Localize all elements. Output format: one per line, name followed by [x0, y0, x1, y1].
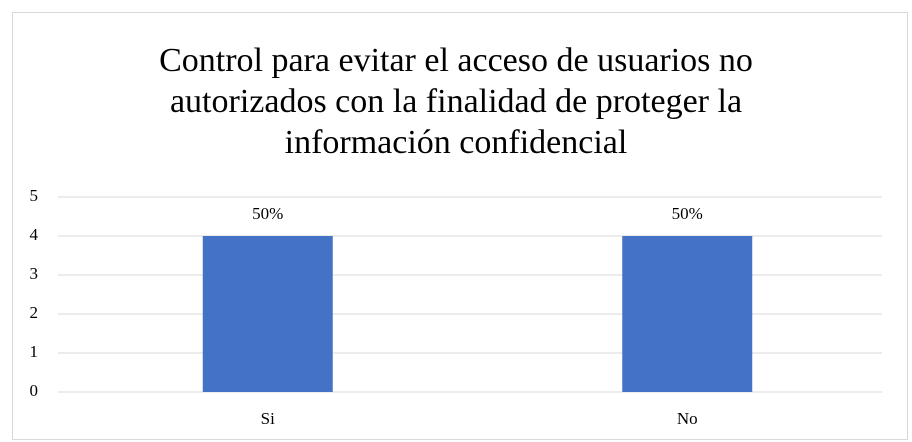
y-tick-label: 2 [30, 303, 39, 322]
value-label: 50% [252, 204, 283, 223]
bar [622, 236, 753, 392]
y-tick-label: 3 [30, 264, 39, 283]
x-tick-label: No [677, 409, 698, 428]
chart-title: Control para evitar el acceso de usuario… [159, 42, 753, 161]
bar [202, 236, 333, 392]
x-tick-label: Si [261, 409, 275, 428]
y-tick-label: 1 [30, 342, 39, 361]
chart-frame [12, 12, 908, 440]
y-tick-label: 0 [30, 381, 39, 400]
y-tick-label: 5 [30, 186, 39, 205]
y-tick-label: 4 [30, 225, 39, 244]
value-label: 50% [672, 204, 703, 223]
